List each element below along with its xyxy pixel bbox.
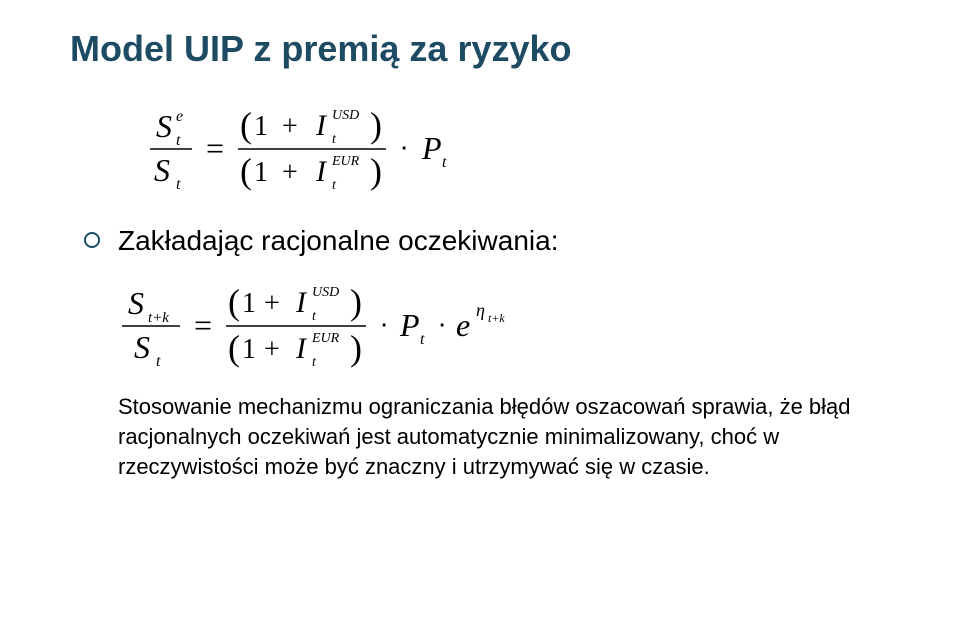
slide: Model UIP z premią za ryzyko S t e S t =… <box>0 0 960 619</box>
eq1-P-sub: t <box>442 154 447 171</box>
eq2-num-I: I <box>295 286 308 319</box>
eq1-lhs-num-sub: t <box>176 132 181 149</box>
eq1-lhs-den-sub: t <box>176 176 181 193</box>
eq2-den-I: I <box>295 332 308 365</box>
eq2-P: P <box>399 307 420 343</box>
eq1-num-plus: + <box>282 111 298 142</box>
eq2-num-I-sup: USD <box>312 285 339 300</box>
slide-content: S t e S t = ( 1 + I t USD ) ( <box>84 99 910 481</box>
eq1-den-one: 1 <box>254 157 268 188</box>
eq2-den-I-sub: t <box>312 355 317 370</box>
eq1-den-I-sub: t <box>332 178 337 193</box>
eq2-lhs-den-S: S <box>134 329 150 365</box>
eq2-den-open: ( <box>228 328 240 368</box>
eq2-num-open: ( <box>228 282 240 322</box>
eq2-num-close: ) <box>350 282 362 322</box>
bullet-text-1: Zakładając racjonalne oczekiwania: <box>118 223 558 258</box>
eq1-num-close: ) <box>370 105 382 145</box>
eq2-P-sub: t <box>420 331 425 348</box>
eq1-lhs-num-sup: e <box>176 108 183 125</box>
bullet-ring-icon <box>84 232 100 248</box>
eq2-dot1: ⋅ <box>380 311 388 340</box>
eq2-e: e <box>456 307 470 343</box>
eq2-den-I-sup: EUR <box>311 331 340 346</box>
eq2-dot2: ⋅ <box>438 311 446 340</box>
eq1-num-I: I <box>315 109 328 142</box>
eq2-lhs-num-S: S <box>128 285 144 321</box>
bullet-row-1: Zakładając racjonalne oczekiwania: <box>84 223 910 258</box>
eq2-equals: = <box>194 307 212 343</box>
eq1-num-I-sup: USD <box>332 108 359 123</box>
eq1-P: P <box>421 130 442 166</box>
eq2-lhs-num-sub: t+k <box>148 310 169 326</box>
equation-uip-expected: S t e S t = ( 1 + I t USD ) ( <box>144 99 910 199</box>
eq1-lhs-num-S: S <box>156 108 172 144</box>
eq1-dot: ⋅ <box>400 134 408 163</box>
eq2-e-sup-sub: t+k <box>488 311 505 325</box>
eq1-num-one: 1 <box>254 111 268 142</box>
eq2-num-plus: + <box>264 288 280 319</box>
eq2-den-plus: + <box>264 334 280 365</box>
eq1-num-I-sub: t <box>332 132 337 147</box>
eq1-num-open: ( <box>240 105 252 145</box>
eq1-den-open: ( <box>240 151 252 191</box>
body-paragraph: Stosowanie mechanizmu ograniczania błędó… <box>118 392 888 481</box>
eq2-num-I-sub: t <box>312 309 317 324</box>
eq1-lhs-den-S: S <box>154 152 170 188</box>
eq2-e-sup-eta: η <box>476 300 485 320</box>
eq1-den-I-sup: EUR <box>331 154 360 169</box>
eq1-den-close: ) <box>370 151 382 191</box>
equation-uip-rational: S t+k S t = ( 1 + I t USD ) ( 1 + I <box>118 276 910 376</box>
eq2-den-one: 1 <box>242 334 256 365</box>
eq1-equals: = <box>206 130 224 166</box>
eq2-num-one: 1 <box>242 288 256 319</box>
slide-title: Model UIP z premią za ryzyko <box>70 28 910 69</box>
eq1-den-plus: + <box>282 157 298 188</box>
eq1-den-I: I <box>315 155 328 188</box>
eq2-den-close: ) <box>350 328 362 368</box>
eq2-lhs-den-sub: t <box>156 353 161 370</box>
